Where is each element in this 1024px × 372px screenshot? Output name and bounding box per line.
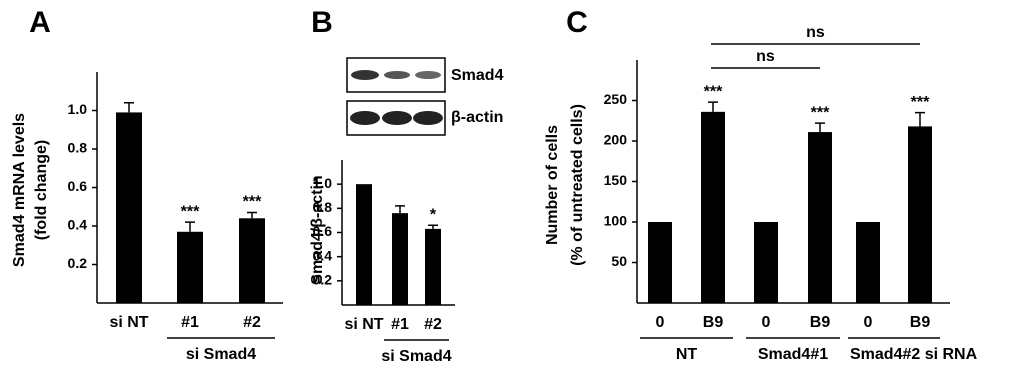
y-axis-label: Smad4 mRNA levels <box>11 113 28 267</box>
x-tick-label: B9 <box>810 314 831 331</box>
y-axis-label: Number of cells <box>544 125 561 245</box>
comparison-label: ns <box>756 48 775 65</box>
bar <box>116 112 142 303</box>
western-blot <box>346 57 446 136</box>
y-tick-label: 100 <box>604 213 628 229</box>
panel-letter: A <box>29 6 51 39</box>
bar <box>808 132 832 303</box>
bar <box>177 231 203 303</box>
bar <box>425 228 441 305</box>
x-tick-label: #2 <box>243 314 261 331</box>
error-bar <box>915 111 925 127</box>
blot-band <box>382 111 412 125</box>
comparison-label: ns <box>806 24 825 41</box>
y-axis-label: (fold change) <box>33 140 50 240</box>
group-label: Smad4#1 <box>758 346 828 363</box>
y-tick-label: 0.2 <box>313 272 333 288</box>
bar <box>754 222 778 303</box>
group-label: si Smad4 <box>381 348 451 365</box>
blot-label: Smad4 <box>451 67 504 84</box>
significance: *** <box>243 194 262 211</box>
x-tick-label: 0 <box>762 314 771 331</box>
error-bar <box>395 205 405 214</box>
blot-band <box>415 71 441 79</box>
y-tick-label: 0.2 <box>68 255 88 271</box>
error-bar <box>124 102 134 113</box>
x-tick-label: 0 <box>864 314 873 331</box>
bar <box>701 111 725 303</box>
blot-band <box>384 71 410 79</box>
panel-letter: C <box>566 6 588 39</box>
y-tick-label: 0.4 <box>68 217 88 233</box>
x-tick-label: B9 <box>703 314 724 331</box>
x-tick-label: 0 <box>656 314 665 331</box>
significance: *** <box>181 203 200 220</box>
y-tick-label: 0.6 <box>68 178 88 194</box>
x-tick-label: si NT <box>109 314 148 331</box>
error-bar <box>428 224 438 229</box>
significance: *** <box>811 104 830 121</box>
bar <box>856 222 880 303</box>
x-tick-label: #1 <box>181 314 199 331</box>
significance: * <box>430 206 437 223</box>
x-tick-label: #1 <box>391 316 409 333</box>
error-bar <box>815 122 825 133</box>
group-label: si Smad4 <box>186 346 256 363</box>
y-axis-label: Smad4/β-actin <box>309 175 326 284</box>
y-tick-label: 0.6 <box>313 223 333 239</box>
bar <box>648 222 672 303</box>
y-axis-label: (% of untreated cells) <box>569 104 586 266</box>
group-label: Smad4#2 si RNA <box>850 346 978 363</box>
y-tick-label: 250 <box>604 91 628 107</box>
y-tick-label: 200 <box>604 132 628 148</box>
bar <box>392 213 408 305</box>
bar <box>356 184 372 305</box>
y-tick-label: 0.8 <box>313 199 333 215</box>
y-tick-label: 150 <box>604 172 628 188</box>
significance: *** <box>911 94 930 111</box>
error-bar <box>247 211 257 219</box>
y-tick-label: 0.8 <box>68 140 88 156</box>
error-bar <box>708 101 718 112</box>
blot-band <box>413 111 443 125</box>
x-tick-label: #2 <box>424 316 442 333</box>
bar <box>908 126 932 303</box>
y-tick-label: 0.4 <box>313 247 333 263</box>
bar <box>239 218 265 303</box>
x-tick-label: si NT <box>344 316 383 333</box>
y-tick-label: 50 <box>611 253 627 269</box>
significance: *** <box>704 83 723 100</box>
blot-band <box>351 70 379 80</box>
y-tick-label: 1.0 <box>313 175 333 191</box>
panel-letter: B <box>311 6 333 39</box>
blot-band <box>350 111 380 125</box>
group-label: NT <box>676 346 698 363</box>
y-tick-label: 1.0 <box>68 101 88 117</box>
x-tick-label: B9 <box>910 314 931 331</box>
blot-label: β-actin <box>451 109 503 126</box>
error-bar <box>185 221 195 232</box>
